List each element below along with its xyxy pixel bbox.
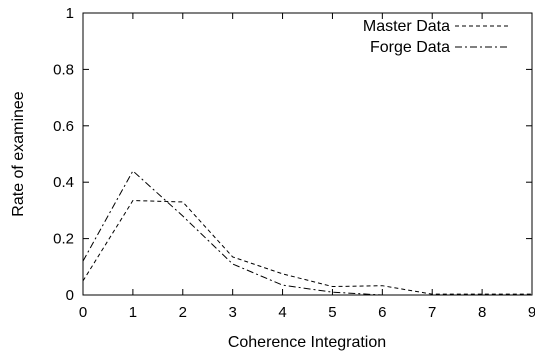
x-tick-label: 1	[129, 304, 137, 321]
y-tick-label: 1	[66, 5, 74, 22]
x-tick-label: 6	[378, 304, 386, 321]
x-tick-label: 4	[278, 304, 286, 321]
series-line-forge-data	[82, 170, 532, 296]
plot-frame	[82, 12, 533, 296]
x-tick-label: 7	[428, 304, 436, 321]
x-tick-label: 3	[228, 304, 236, 321]
y-tick-label: 0.8	[53, 61, 74, 78]
y-tick-label: 0	[66, 287, 74, 304]
x-axis-ticks: 0 1 2 3 4 5 6 7 8 9	[79, 13, 535, 321]
y-axis-label: Rate of examinee	[10, 91, 27, 217]
y-axis-ticks: 0 0.2 0.4 0.6 0.8 1	[53, 5, 532, 304]
y-tick-label: 0.4	[53, 174, 74, 191]
legend-label: Master Data	[363, 18, 450, 35]
x-tick-label: 5	[328, 304, 336, 321]
legend-label: Forge Data	[370, 39, 450, 56]
x-tick-label: 9	[528, 304, 535, 321]
legend: Master Data Forge Data	[363, 18, 510, 56]
x-tick-label: 0	[79, 304, 87, 321]
series-lines	[82, 170, 532, 296]
y-tick-label: 0.2	[53, 231, 74, 248]
series-line-master-data	[82, 200, 532, 295]
y-tick-label: 0.6	[53, 118, 74, 135]
x-tick-label: 8	[478, 304, 486, 321]
x-axis-label: Coherence Integration	[228, 334, 386, 351]
x-tick-label: 2	[179, 304, 187, 321]
